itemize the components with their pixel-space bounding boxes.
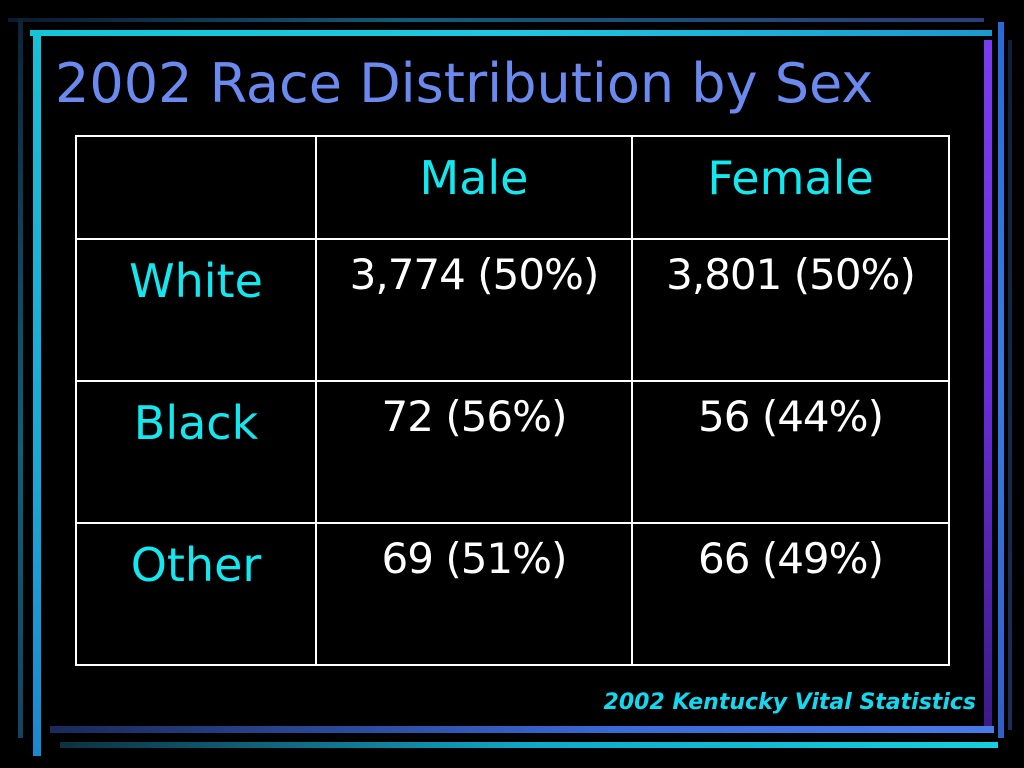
header-corner-cell xyxy=(75,135,317,240)
female-value: 66 (49%) xyxy=(698,534,884,583)
female-value: 3,801 (50%) xyxy=(666,250,916,299)
frame-right-purple-bar xyxy=(984,40,992,730)
row-label: Black xyxy=(133,396,259,450)
row-label-cell: Black xyxy=(75,380,317,524)
header-male-cell: Male xyxy=(315,135,633,240)
female-value-cell: 66 (49%) xyxy=(631,522,950,666)
frame-bottom-outer-bar xyxy=(60,742,998,748)
female-value-cell: 56 (44%) xyxy=(631,380,950,524)
row-label-cell: Other xyxy=(75,522,317,666)
frame-left-outer-bar xyxy=(18,18,23,738)
female-value-cell: 3,801 (50%) xyxy=(631,238,950,382)
frame-left-inner-bar xyxy=(33,30,41,756)
header-female-cell: Female xyxy=(631,135,950,240)
source-caption: 2002 Kentucky Vital Statistics xyxy=(603,690,976,715)
male-value: 3,774 (50%) xyxy=(349,250,600,299)
header-female-label: Female xyxy=(707,151,874,205)
male-value-cell: 3,774 (50%) xyxy=(315,238,633,382)
header-male-label: Male xyxy=(419,151,529,205)
row-label: Other xyxy=(130,538,262,592)
female-value: 56 (44%) xyxy=(698,392,884,441)
table-header-row: Male Female xyxy=(75,135,950,240)
table-row: Black 72 (56%) 56 (44%) xyxy=(75,380,950,524)
frame-right-blue-bar xyxy=(998,22,1004,738)
row-label: White xyxy=(129,254,263,308)
frame-top-outer-bar xyxy=(8,18,984,22)
row-label-cell: White xyxy=(75,238,317,382)
male-value-cell: 72 (56%) xyxy=(315,380,633,524)
frame-right-dark-bar xyxy=(1008,40,1012,730)
male-value: 72 (56%) xyxy=(381,392,568,441)
frame-top-inner-bar xyxy=(30,30,992,36)
table-row: White 3,774 (50%) 3,801 (50%) xyxy=(75,238,950,382)
male-value-cell: 69 (51%) xyxy=(315,522,633,666)
distribution-table: Male Female White 3,774 (50%) 3,801 (50%… xyxy=(75,135,950,666)
male-value: 69 (51%) xyxy=(381,534,568,583)
slide-title: 2002 Race Distribution by Sex xyxy=(55,52,874,115)
frame-bottom-inner-bar xyxy=(50,726,994,733)
table-row: Other 69 (51%) 66 (49%) xyxy=(75,522,950,666)
